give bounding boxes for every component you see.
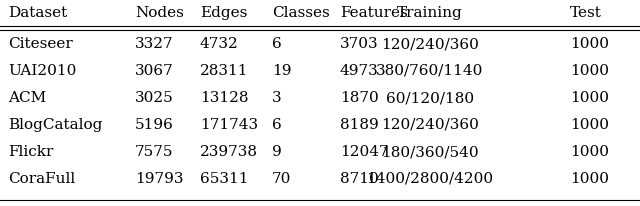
Text: 4973: 4973: [340, 64, 379, 78]
Text: 1000: 1000: [570, 37, 609, 51]
Text: 19: 19: [272, 64, 291, 78]
Text: 65311: 65311: [200, 172, 248, 186]
Text: Edges: Edges: [200, 6, 248, 20]
Text: 70: 70: [272, 172, 291, 186]
Text: 5196: 5196: [135, 118, 174, 132]
Text: 1000: 1000: [570, 145, 609, 159]
Text: ACM: ACM: [8, 91, 46, 105]
Text: 8189: 8189: [340, 118, 379, 132]
Text: Dataset: Dataset: [8, 6, 67, 20]
Text: 1000: 1000: [570, 118, 609, 132]
Text: 12047: 12047: [340, 145, 388, 159]
Text: 1000: 1000: [570, 172, 609, 186]
Text: 6: 6: [272, 118, 282, 132]
Text: Nodes: Nodes: [135, 6, 184, 20]
Text: 19793: 19793: [135, 172, 184, 186]
Text: 380/760/1140: 380/760/1140: [376, 64, 484, 78]
Text: 60/120/180: 60/120/180: [386, 91, 474, 105]
Text: Training: Training: [397, 6, 463, 20]
Text: 1400/2800/4200: 1400/2800/4200: [367, 172, 493, 186]
Text: 3327: 3327: [135, 37, 173, 51]
Text: 13128: 13128: [200, 91, 248, 105]
Text: 3703: 3703: [340, 37, 379, 51]
Text: 120/240/360: 120/240/360: [381, 37, 479, 51]
Text: Features: Features: [340, 6, 408, 20]
Text: 239738: 239738: [200, 145, 258, 159]
Text: BlogCatalog: BlogCatalog: [8, 118, 102, 132]
Text: 6: 6: [272, 37, 282, 51]
Text: CoraFull: CoraFull: [8, 172, 76, 186]
Text: 3025: 3025: [135, 91, 173, 105]
Text: 1000: 1000: [570, 64, 609, 78]
Text: 28311: 28311: [200, 64, 248, 78]
Text: 180/360/540: 180/360/540: [381, 145, 479, 159]
Text: 9: 9: [272, 145, 282, 159]
Text: 1870: 1870: [340, 91, 379, 105]
Text: 120/240/360: 120/240/360: [381, 118, 479, 132]
Text: Classes: Classes: [272, 6, 330, 20]
Text: 7575: 7575: [135, 145, 173, 159]
Text: 8710: 8710: [340, 172, 379, 186]
Text: Flickr: Flickr: [8, 145, 53, 159]
Text: Citeseer: Citeseer: [8, 37, 73, 51]
Text: UAI2010: UAI2010: [8, 64, 76, 78]
Text: 171743: 171743: [200, 118, 258, 132]
Text: Test: Test: [570, 6, 602, 20]
Text: 1000: 1000: [570, 91, 609, 105]
Text: 4732: 4732: [200, 37, 239, 51]
Text: 3: 3: [272, 91, 282, 105]
Text: 3067: 3067: [135, 64, 173, 78]
